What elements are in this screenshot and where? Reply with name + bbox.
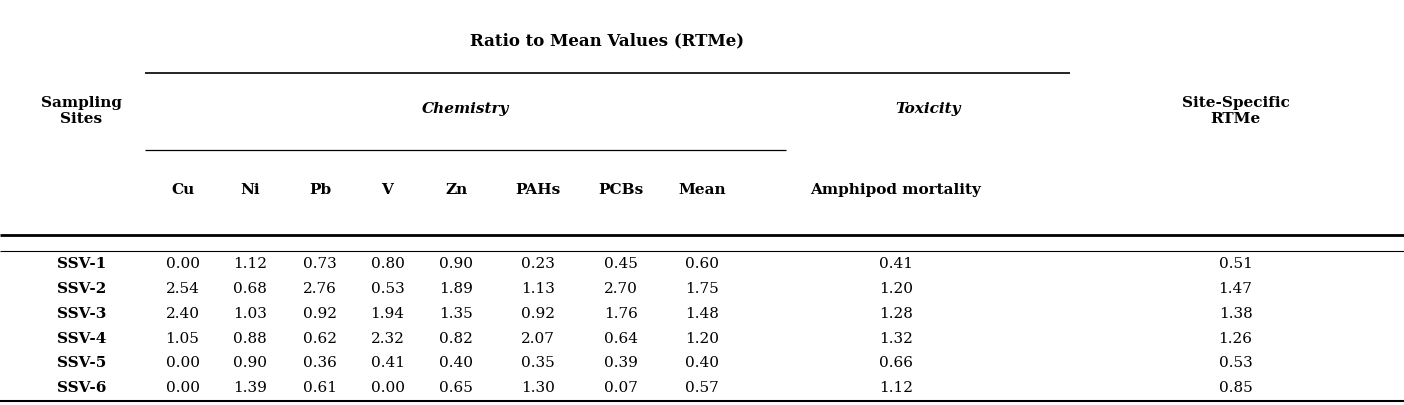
Text: 0.68: 0.68: [233, 281, 267, 296]
Text: 0.35: 0.35: [521, 356, 555, 371]
Text: 0.00: 0.00: [166, 382, 199, 395]
Text: 0.80: 0.80: [371, 257, 404, 271]
Text: 0.00: 0.00: [371, 382, 404, 395]
Text: 0.90: 0.90: [439, 257, 473, 271]
Text: Toxicity: Toxicity: [896, 102, 960, 116]
Text: 2.54: 2.54: [166, 281, 199, 296]
Text: PAHs: PAHs: [515, 183, 560, 197]
Text: SSV-6: SSV-6: [56, 382, 107, 395]
Text: 2.40: 2.40: [166, 307, 199, 320]
Text: 1.76: 1.76: [604, 307, 637, 320]
Text: 0.66: 0.66: [879, 356, 913, 371]
Text: SSV-4: SSV-4: [56, 332, 107, 345]
Text: 0.82: 0.82: [439, 332, 473, 345]
Text: 0.62: 0.62: [303, 332, 337, 345]
Text: 1.47: 1.47: [1219, 281, 1252, 296]
Text: 0.61: 0.61: [303, 382, 337, 395]
Text: 1.26: 1.26: [1219, 332, 1252, 345]
Text: Mean: Mean: [678, 183, 726, 197]
Text: 0.60: 0.60: [685, 257, 719, 271]
Text: 0.00: 0.00: [166, 257, 199, 271]
Text: 1.48: 1.48: [685, 307, 719, 320]
Text: 0.36: 0.36: [303, 356, 337, 371]
Text: V: V: [382, 183, 393, 197]
Text: SSV-5: SSV-5: [56, 356, 107, 371]
Text: 0.41: 0.41: [879, 257, 913, 271]
Text: 1.13: 1.13: [521, 281, 555, 296]
Text: PCBs: PCBs: [598, 183, 643, 197]
Text: Zn: Zn: [445, 183, 468, 197]
Text: 1.12: 1.12: [879, 382, 913, 395]
Text: 0.53: 0.53: [371, 281, 404, 296]
Text: 0.90: 0.90: [233, 356, 267, 371]
Text: 1.38: 1.38: [1219, 307, 1252, 320]
Text: 0.92: 0.92: [303, 307, 337, 320]
Text: 1.32: 1.32: [879, 332, 913, 345]
Text: 0.88: 0.88: [233, 332, 267, 345]
Text: 0.65: 0.65: [439, 382, 473, 395]
Text: 1.28: 1.28: [879, 307, 913, 320]
Text: 0.23: 0.23: [521, 257, 555, 271]
Text: 1.75: 1.75: [685, 281, 719, 296]
Text: 1.35: 1.35: [439, 307, 473, 320]
Text: SSV-2: SSV-2: [56, 281, 107, 296]
Text: 2.07: 2.07: [521, 332, 555, 345]
Text: 1.39: 1.39: [233, 382, 267, 395]
Text: Pb: Pb: [309, 183, 331, 197]
Text: 2.70: 2.70: [604, 281, 637, 296]
Text: Ratio to Mean Values (RTMe): Ratio to Mean Values (RTMe): [470, 32, 744, 49]
Text: Amphipod mortality: Amphipod mortality: [810, 183, 981, 197]
Text: Site-Specific
RTMe: Site-Specific RTMe: [1182, 96, 1289, 126]
Text: SSV-3: SSV-3: [56, 307, 107, 320]
Text: SSV-1: SSV-1: [56, 257, 107, 271]
Text: 0.07: 0.07: [604, 382, 637, 395]
Text: 0.00: 0.00: [166, 356, 199, 371]
Text: 1.03: 1.03: [233, 307, 267, 320]
Text: 2.32: 2.32: [371, 332, 404, 345]
Text: 0.57: 0.57: [685, 382, 719, 395]
Text: 0.92: 0.92: [521, 307, 555, 320]
Text: 0.40: 0.40: [439, 356, 473, 371]
Text: 2.76: 2.76: [303, 281, 337, 296]
Text: 1.89: 1.89: [439, 281, 473, 296]
Text: 0.85: 0.85: [1219, 382, 1252, 395]
Text: 0.51: 0.51: [1219, 257, 1252, 271]
Text: 0.53: 0.53: [1219, 356, 1252, 371]
Text: 1.94: 1.94: [371, 307, 404, 320]
Text: 1.12: 1.12: [233, 257, 267, 271]
Text: Cu: Cu: [171, 183, 194, 197]
Text: Ni: Ni: [240, 183, 260, 197]
Text: 1.30: 1.30: [521, 382, 555, 395]
Text: 0.39: 0.39: [604, 356, 637, 371]
Text: Chemistry: Chemistry: [421, 102, 510, 116]
Text: 0.41: 0.41: [371, 356, 404, 371]
Text: 1.05: 1.05: [166, 332, 199, 345]
Text: 0.40: 0.40: [685, 356, 719, 371]
Text: 0.73: 0.73: [303, 257, 337, 271]
Text: 0.45: 0.45: [604, 257, 637, 271]
Text: 1.20: 1.20: [685, 332, 719, 345]
Text: Sampling
Sites: Sampling Sites: [41, 96, 122, 126]
Text: 0.64: 0.64: [604, 332, 637, 345]
Text: 1.20: 1.20: [879, 281, 913, 296]
